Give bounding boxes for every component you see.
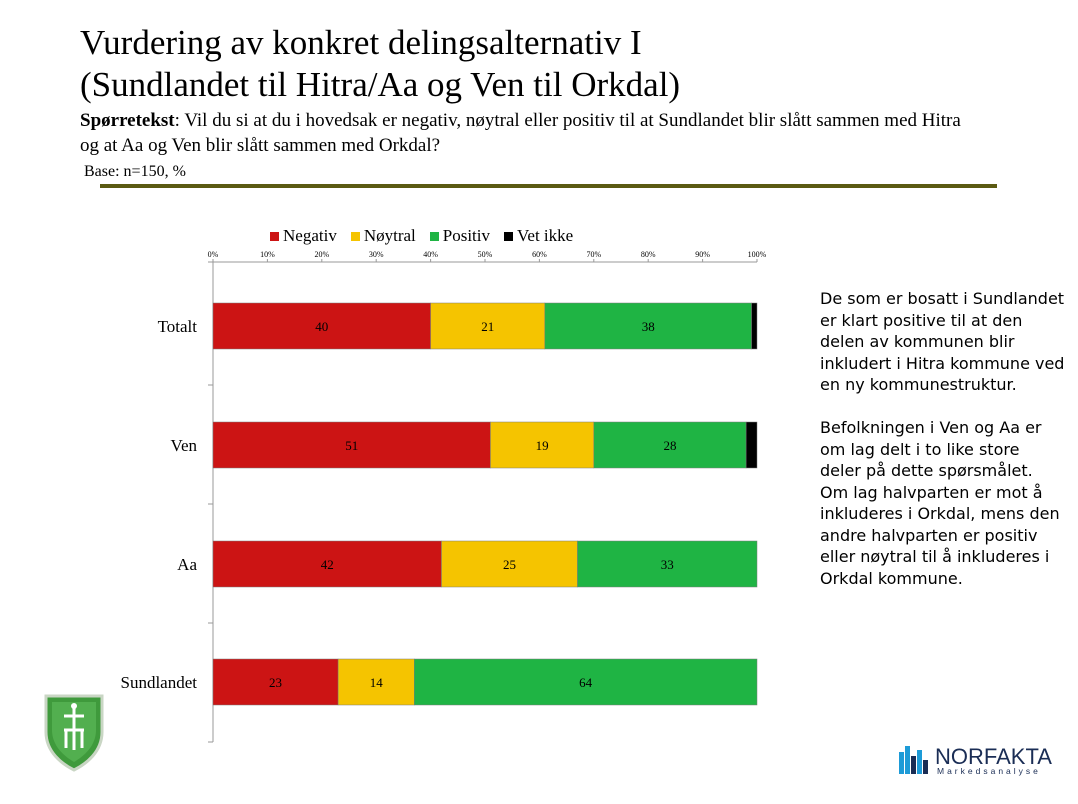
bar-segment <box>751 302 758 350</box>
data-label: 42 <box>321 557 334 572</box>
norfakta-logo: NORFAKTA Markedsanalyse <box>897 742 1052 778</box>
title-line-1: Vurdering av konkret delingsalternativ I <box>80 23 642 62</box>
x-tick-label: 100% <box>748 250 767 259</box>
category-label: Ven <box>171 436 198 455</box>
x-tick-label: 50% <box>478 250 493 259</box>
bar-segment <box>212 421 491 469</box>
base-note: Base: n=150, % <box>84 163 186 180</box>
bar-segment <box>441 540 578 588</box>
data-label: 19 <box>536 438 549 453</box>
x-tick-label: 60% <box>532 250 547 259</box>
legend-item: Negativ <box>270 226 337 246</box>
data-label: 33 <box>661 557 674 572</box>
municipality-shield-logo <box>44 694 104 772</box>
bar-segment <box>212 302 431 350</box>
data-label: 25 <box>503 557 516 572</box>
divider <box>100 184 997 188</box>
title-line-2: (Sundlandet til Hitra/Aa og Ven til Orkd… <box>80 65 681 104</box>
chart-legend: Negativ Nøytral Positiv Vet ikke <box>270 225 573 247</box>
legend-swatch <box>350 231 360 241</box>
x-tick-label: 40% <box>423 250 438 259</box>
x-tick-label: 20% <box>314 250 329 259</box>
category-label: Aa <box>177 555 197 574</box>
data-label: 38 <box>642 319 655 334</box>
question-label: Spørretekst <box>80 110 175 131</box>
brand-subtitle: Markedsanalyse <box>937 766 1041 776</box>
bar-segment <box>430 302 546 350</box>
x-tick-label: 10% <box>260 250 275 259</box>
bar-segment <box>490 421 595 469</box>
bar-segment <box>337 658 415 706</box>
bar-segment <box>577 540 758 588</box>
bar-segment <box>593 421 747 469</box>
data-label: 23 <box>269 675 282 690</box>
x-tick-label: 0% <box>208 250 219 259</box>
data-label: 14 <box>370 675 384 690</box>
data-label: 40 <box>315 319 328 334</box>
legend-label: Vet ikke <box>517 226 574 245</box>
legend-item: Positiv <box>429 226 491 246</box>
x-tick-label: 80% <box>641 250 656 259</box>
legend-label: Negativ <box>283 226 337 245</box>
data-label: 64 <box>579 675 593 690</box>
bar-segment <box>212 658 339 706</box>
x-tick-label: 30% <box>369 250 384 259</box>
data-label: 21 <box>481 319 494 334</box>
legend-item: Vet ikke <box>504 226 573 246</box>
slide-title: Vurdering av konkret delingsalternativ I… <box>80 22 680 106</box>
bar-segment <box>544 302 752 350</box>
legend-label: Positiv <box>442 226 491 245</box>
legend-item: Nøytral <box>350 226 416 246</box>
category-label: Totalt <box>158 317 198 336</box>
bar-segment <box>212 540 442 588</box>
data-label: 28 <box>663 438 676 453</box>
legend-swatch <box>270 231 279 241</box>
bar-segment <box>745 421 758 469</box>
norfakta-bars-icon <box>899 746 928 774</box>
legend-swatch <box>429 231 439 241</box>
x-tick-label: 70% <box>586 250 601 259</box>
data-label: 51 <box>345 438 358 453</box>
x-tick-label: 90% <box>695 250 710 259</box>
legend-label: Nøytral <box>363 226 416 245</box>
commentary-text: De som er bosatt i Sundlandet er klart p… <box>820 289 1065 588</box>
question-body: : Vil du si at du i hovedsak er negativ,… <box>80 110 961 156</box>
bar-segment <box>414 658 758 706</box>
brand-name: NORFAKTA <box>935 744 1052 769</box>
category-label: Sundlandet <box>121 673 198 692</box>
question-text: Spørretekst: Vil du si at du i hovedsak … <box>80 108 980 158</box>
legend-swatch <box>504 231 514 241</box>
